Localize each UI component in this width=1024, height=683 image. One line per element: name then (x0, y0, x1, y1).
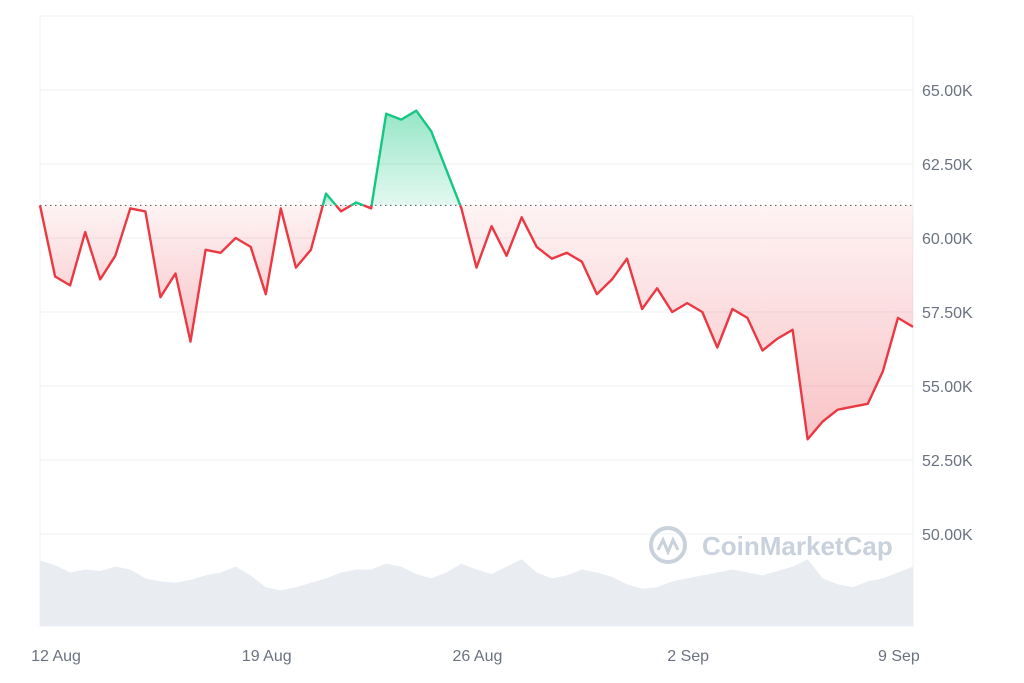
price-line-down (335, 204, 352, 213)
coinmarketcap-logo-icon (649, 526, 687, 564)
x-axis-ticks: 12 Aug 19 Aug 26 Aug 2 Sep 9 Sep (31, 648, 920, 665)
x-tick-label: 19 Aug (242, 648, 292, 665)
price-fill-up (371, 110, 461, 206)
price-line-up (370, 109, 462, 206)
price-line-down (459, 204, 914, 441)
price-line-down (363, 204, 373, 210)
watermark-text: CoinMarketCap (702, 531, 893, 561)
price-fill-down (460, 205, 913, 440)
y-tick-label: 65.00K (922, 83, 973, 100)
x-tick-label: 26 Aug (453, 648, 503, 665)
y-tick-label: 62.50K (922, 157, 973, 174)
x-tick-label: 2 Sep (667, 648, 709, 665)
y-axis-ticks: 65.00K 62.50K 60.00K 57.50K 55.00K 52.50K 50.0… (922, 83, 973, 544)
price-line (38, 109, 914, 441)
y-tick-label: 57.50K (922, 305, 973, 322)
price-line-up (321, 192, 337, 207)
price-line-down (38, 205, 324, 343)
coinmarketcap-logo-mark-icon (656, 536, 680, 556)
volume-area (40, 559, 913, 626)
y-tick-label: 60.00K (922, 231, 973, 248)
y-tick-label: 55.00K (922, 379, 973, 396)
watermark: CoinMarketCap (649, 526, 893, 564)
y-tick-label: 52.50K (922, 453, 973, 470)
price-fill-down (40, 205, 323, 342)
price-fill (40, 110, 913, 440)
x-tick-label: 9 Sep (878, 648, 920, 665)
y-tick-label: 50.00K (922, 527, 973, 544)
x-tick-label: 12 Aug (31, 648, 81, 665)
price-line-up (350, 201, 365, 207)
volume-shape (40, 559, 913, 626)
